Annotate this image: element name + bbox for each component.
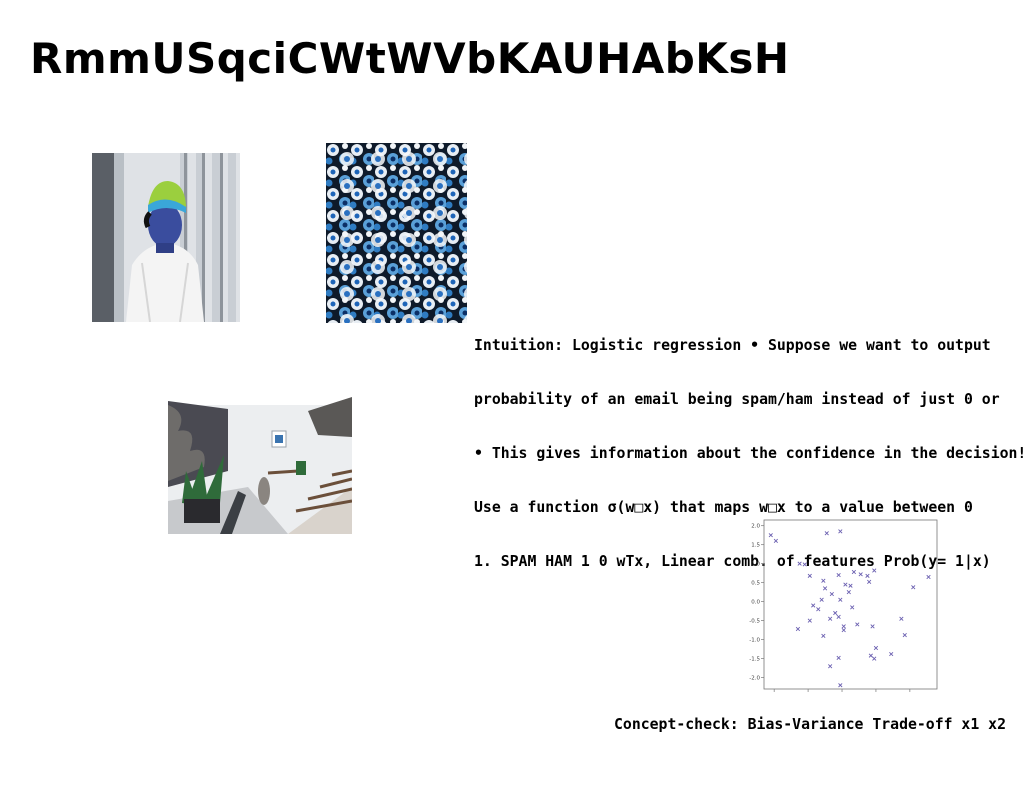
scatter-point xyxy=(843,582,848,587)
scatter-point xyxy=(926,574,931,580)
scatter-point xyxy=(807,573,812,578)
y-tick-label: 1.5 xyxy=(751,543,760,549)
scatter-point xyxy=(846,590,851,595)
scatter-point xyxy=(868,653,873,658)
y-tick-label: 2.0 xyxy=(751,524,760,530)
scatter-point xyxy=(822,586,828,591)
y-tick-label: -2.0 xyxy=(749,676,760,682)
scatter-point xyxy=(797,561,802,566)
plot-frame xyxy=(763,519,938,690)
scatter-point xyxy=(816,607,821,612)
scatter-point xyxy=(821,633,826,638)
scatter-point xyxy=(821,578,826,583)
scatter-point xyxy=(911,585,916,590)
y-tick-label: -1.5 xyxy=(749,657,760,663)
scatter-point xyxy=(833,610,838,616)
scatter-point xyxy=(899,616,904,621)
scatter-point xyxy=(836,655,841,660)
slide-title: RmmUSqciCWtWVbKAUHAbKsH xyxy=(30,34,790,83)
scatter-point xyxy=(902,632,907,638)
scatter-point xyxy=(836,614,841,619)
scatter-point xyxy=(819,597,824,602)
y-tick-label: -0.5 xyxy=(749,619,760,625)
body-line: Intuition: Logistic regression • Suppose… xyxy=(474,337,991,354)
body-line: 1. SPAM HAM 1 0 wTx, Linear comb. of fea… xyxy=(474,553,991,570)
slide-caption: Concept-check: Bias-Variance Trade-off x… xyxy=(614,716,1006,733)
scatter-point xyxy=(841,628,846,633)
photo-person xyxy=(92,153,240,322)
scatter-point xyxy=(836,572,841,578)
scatter-point xyxy=(870,624,875,629)
scatter-point xyxy=(872,656,877,661)
scatter-point xyxy=(824,531,829,536)
scatter-point xyxy=(858,572,863,577)
photo-interior xyxy=(168,391,352,534)
y-tick-label: 1.0 xyxy=(751,562,760,568)
y-tick-label: 0.0 xyxy=(751,600,760,606)
slide-body: Intuition: Logistic regression • Suppose… xyxy=(474,301,1024,589)
scatter-point xyxy=(802,562,807,567)
scatter-point xyxy=(838,529,843,534)
scatter-point xyxy=(850,605,855,610)
y-tick-label: -1.0 xyxy=(749,638,760,644)
scatter-point xyxy=(828,664,833,669)
body-line: Use a function σ(w□x) that maps w□x to a… xyxy=(474,499,973,516)
scatter-plot: -2-10122.01.51.00.50.0-0.5-1.0-1.5-2.0 xyxy=(749,519,938,692)
scatter-point xyxy=(828,616,833,621)
scatter-point xyxy=(795,626,801,632)
photo-flowers xyxy=(326,143,467,323)
body-line: • This gives information about the confi… xyxy=(474,445,1024,462)
scatter-point xyxy=(811,603,816,608)
scatter-point xyxy=(855,622,860,627)
scatter-point xyxy=(841,624,846,629)
scatter-point xyxy=(838,683,843,688)
scatter-point xyxy=(773,538,778,544)
scatter-point xyxy=(848,583,853,588)
scatter-point xyxy=(807,618,812,623)
scatter-point xyxy=(829,591,834,597)
scatter-point xyxy=(865,573,870,578)
scatter-point xyxy=(872,568,877,573)
scatter-point xyxy=(851,569,857,575)
scatter-point xyxy=(867,579,872,585)
y-tick-label: 0.5 xyxy=(751,581,760,587)
scatter-point xyxy=(889,651,894,657)
scatter-point xyxy=(768,533,773,538)
body-line: probability of an email being spam/ham i… xyxy=(474,391,1000,408)
scatter-point xyxy=(873,645,879,651)
scatter-point xyxy=(838,597,843,602)
